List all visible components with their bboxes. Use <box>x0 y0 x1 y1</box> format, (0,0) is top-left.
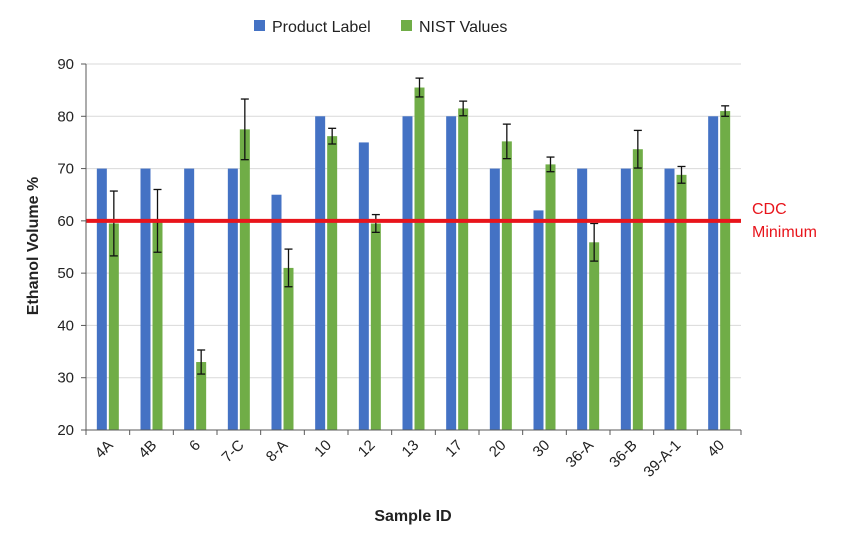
bar-nist-values <box>196 362 207 430</box>
reference-label-line2: Minimum <box>752 224 817 241</box>
y-tick-label: 60 <box>57 213 74 230</box>
bar-product-label <box>446 116 457 431</box>
bar-nist-values <box>676 174 687 430</box>
y-tick-label: 70 <box>57 161 74 178</box>
y-tick-label: 90 <box>57 56 74 73</box>
bar-product-label <box>184 168 195 431</box>
bar-nist-values <box>283 267 294 430</box>
x-tick-label: 39-A-1 <box>640 437 684 481</box>
x-tick-label: 13 <box>399 437 423 461</box>
bar-product-label <box>227 168 238 431</box>
legend: Product Label NIST Values <box>254 19 507 36</box>
x-tick-label: 36-B <box>606 437 640 471</box>
bars <box>96 87 731 431</box>
x-tick-label: 8-A <box>263 437 292 466</box>
bar-nist-values <box>108 223 119 430</box>
bar-nist-values <box>632 149 643 430</box>
x-tick-label: 4B <box>135 437 160 462</box>
bar-nist-values <box>152 220 163 430</box>
x-tick-label: 6 <box>186 437 204 455</box>
x-tick-label: 12 <box>355 437 379 461</box>
y-tick-label: 80 <box>57 108 74 125</box>
bar-product-label <box>96 168 107 431</box>
bar-nist-values <box>458 108 469 430</box>
bar-nist-values <box>720 111 731 431</box>
bar-nist-values <box>414 87 425 431</box>
x-tick-label: 36-A <box>563 437 597 471</box>
bar-nist-values <box>589 242 600 430</box>
bar-nist-values <box>545 164 556 431</box>
y-axis-title: Ethanol Volume % <box>25 177 42 315</box>
bar-product-label <box>358 142 369 430</box>
legend-swatch-product-label <box>254 20 265 31</box>
bar-product-label <box>664 168 675 431</box>
x-tick-labels: 4A 4B 6 7-C 8-A 10 12 13 17 20 30 36-A 36-B 39-A-1 40 <box>92 437 728 481</box>
bar-product-label <box>271 194 282 430</box>
x-tick-label: 20 <box>486 437 510 461</box>
bar-product-label <box>489 168 500 431</box>
x-tick-label: 10 <box>311 437 335 461</box>
legend-label-nist-values: NIST Values <box>419 19 507 36</box>
x-tick-label: 40 <box>704 437 728 461</box>
bar-nist-values <box>239 129 250 430</box>
reference-label-line1: CDC <box>752 201 787 218</box>
y-tick-label: 20 <box>57 422 74 439</box>
y-tick-label: 30 <box>57 370 74 387</box>
bar-product-label <box>140 168 151 431</box>
y-tick-label: 50 <box>57 265 74 282</box>
bar-product-label <box>533 210 544 430</box>
bar-nist-values <box>327 136 338 430</box>
bar-product-label <box>708 116 719 431</box>
y-tick-labels: 20 30 40 50 60 70 80 90 <box>57 56 74 439</box>
bar-product-label <box>620 168 631 431</box>
legend-swatch-nist-values <box>401 20 412 31</box>
error-bars <box>109 77 730 375</box>
x-tick-label: 30 <box>530 437 554 461</box>
x-axis-title: Sample ID <box>374 508 451 525</box>
bar-product-label <box>577 168 588 431</box>
x-tick-label: 7-C <box>219 437 248 466</box>
bar-product-label <box>402 116 413 431</box>
legend-label-product-label: Product Label <box>272 19 371 36</box>
y-tick-label: 40 <box>57 317 74 334</box>
x-tick-label: 4A <box>92 437 117 462</box>
bar-nist-values <box>370 223 381 430</box>
bar-product-label <box>315 116 326 431</box>
bar-nist-values <box>501 141 512 430</box>
x-tick-label: 17 <box>442 437 466 461</box>
axes <box>81 63 742 435</box>
